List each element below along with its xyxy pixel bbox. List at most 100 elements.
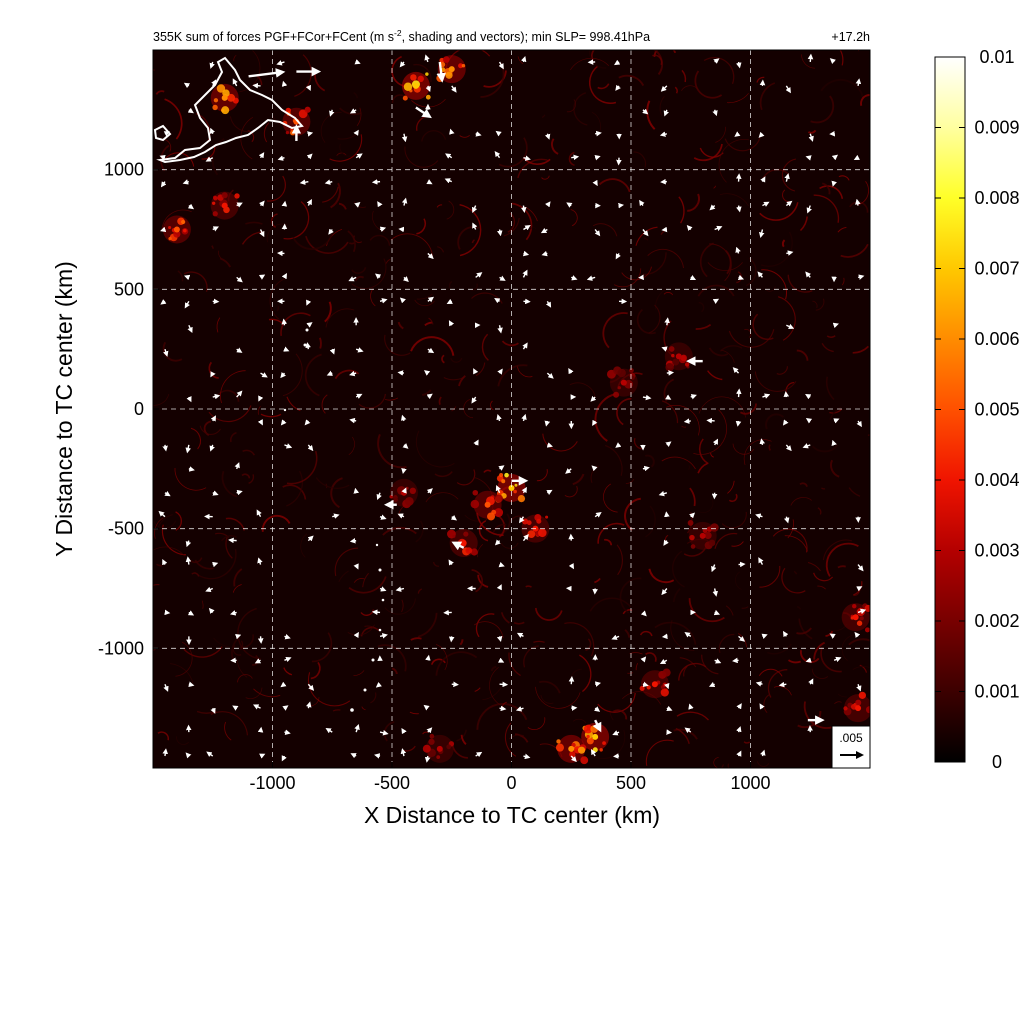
hotspot-speck: [599, 748, 603, 752]
small-force-vector: [714, 225, 723, 232]
hotspot-speck: [213, 98, 219, 103]
texture-filament: [648, 304, 661, 334]
texture-filament: [759, 202, 799, 221]
texture-filament: [482, 686, 502, 701]
colorbar-tick-label: 0.006: [974, 329, 1019, 349]
texture-filament: [821, 182, 831, 195]
small-force-vector: [283, 346, 290, 352]
texture-filament: [280, 312, 311, 337]
small-force-vector: [829, 633, 836, 639]
small-force-vector: [182, 179, 190, 185]
small-force-vector: [427, 296, 435, 303]
texture-filament: [566, 99, 577, 113]
hotspot-speck: [487, 512, 496, 521]
hotspot-core: [436, 745, 443, 752]
texture-filament: [247, 130, 255, 143]
small-force-vector: [546, 372, 554, 379]
small-force-vector: [520, 55, 527, 63]
small-force-vector: [306, 199, 312, 206]
hotspot-speck: [513, 489, 517, 494]
coastline-japan: [156, 56, 304, 164]
small-force-vector: [498, 465, 505, 471]
force-vector: [451, 541, 465, 551]
small-force-vector: [565, 468, 572, 474]
texture-filament: [569, 382, 596, 398]
small-force-vector: [299, 179, 309, 185]
texture-filament: [183, 646, 223, 658]
small-force-vector: [212, 561, 219, 568]
small-force-vector: [689, 275, 697, 281]
small-force-vector: [541, 250, 548, 257]
small-force-vector: [640, 610, 647, 617]
small-force-vector: [401, 727, 407, 735]
texture-filament: [829, 406, 842, 420]
small-force-vector: [661, 346, 668, 352]
small-force-vector: [448, 320, 455, 327]
small-force-vector: [423, 704, 430, 711]
texture-filament: [727, 480, 735, 494]
texture-filament: [157, 731, 170, 741]
texture-filament: [645, 505, 656, 538]
hotspot-speck: [710, 523, 719, 532]
texture-filament: [661, 456, 696, 470]
texture-filament: [446, 200, 455, 220]
texture-filament: [475, 613, 495, 638]
texture-filament: [708, 347, 729, 357]
small-force-vector: [282, 705, 289, 711]
small-force-vector: [210, 371, 216, 378]
texture-filament: [629, 652, 643, 655]
texture-filament: [713, 185, 717, 189]
small-force-vector: [305, 342, 311, 350]
small-force-vector: [355, 393, 363, 399]
texture-filament: [147, 250, 149, 261]
texture-filament: [483, 70, 507, 88]
texture-filament: [687, 193, 700, 212]
small-force-vector: [712, 298, 720, 304]
small-force-vector: [611, 634, 620, 640]
texture-filament: [852, 345, 869, 354]
small-force-vector: [281, 755, 287, 762]
small-force-vector: [736, 750, 742, 757]
hotspot-speck: [494, 494, 503, 503]
small-force-vector: [326, 370, 333, 376]
force-vector: [415, 106, 432, 119]
small-force-vector: [760, 176, 766, 183]
texture-filament: [348, 436, 355, 455]
texture-filament: [781, 239, 786, 248]
small-force-vector: [497, 325, 503, 334]
small-force-vector: [785, 200, 793, 207]
time-label: +17.2h: [831, 30, 870, 44]
x-tick-label: -500: [374, 773, 410, 793]
texture-filament: [201, 146, 216, 160]
small-force-vector: [424, 755, 431, 763]
small-force-vector: [762, 201, 770, 207]
small-force-vector: [235, 633, 242, 640]
hotspot-speck: [843, 706, 848, 711]
texture-filament: [410, 637, 422, 641]
small-force-vector: [522, 250, 530, 257]
small-force-vector: [831, 439, 837, 447]
small-force-vector: [615, 84, 621, 91]
texture-filament: [497, 364, 528, 387]
texture-filament: [224, 721, 232, 741]
small-force-vector: [808, 678, 814, 685]
small-force-vector: [353, 563, 359, 570]
small-force-vector: [375, 681, 382, 688]
small-force-vector: [712, 588, 718, 597]
small-force-vector: [402, 276, 409, 283]
hotspot-speck: [499, 473, 504, 478]
small-force-vector: [736, 205, 742, 213]
texture-filament: [767, 669, 788, 698]
texture-filament: [176, 736, 189, 745]
texture-filament: [647, 248, 684, 269]
x-tick-label: 1000: [730, 773, 770, 793]
texture-filament: [622, 609, 633, 615]
texture-filament: [661, 400, 679, 424]
texture-filament: [283, 201, 310, 240]
texture-filament: [837, 693, 847, 698]
hotspot-speck: [526, 520, 532, 526]
texture-filament: [570, 57, 610, 71]
small-force-vector: [688, 703, 694, 710]
texture-filament: [822, 539, 853, 561]
texture-filament: [666, 405, 700, 436]
